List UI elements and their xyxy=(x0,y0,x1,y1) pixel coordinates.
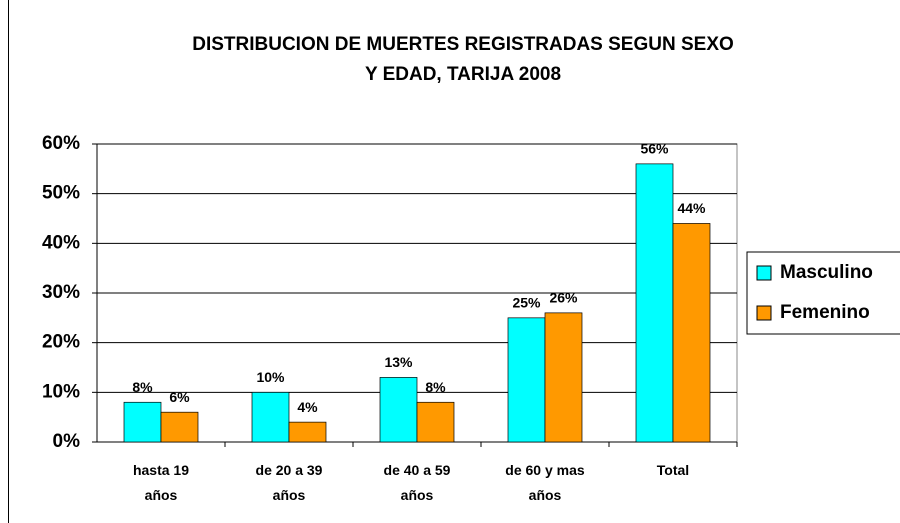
y-tick-label: 50% xyxy=(42,183,80,204)
bar xyxy=(123,401,162,443)
data-label: 10% xyxy=(256,369,285,385)
legend-swatch xyxy=(756,265,772,281)
data-label: 13% xyxy=(384,354,413,370)
y-tick-label: 30% xyxy=(42,282,80,303)
y-tick-label: 40% xyxy=(42,232,80,253)
y-tick-label: 0% xyxy=(53,431,81,452)
x-tick-label: de 40 a 59 años xyxy=(383,462,451,503)
data-label: 56% xyxy=(640,141,669,157)
x-tick-label: de 60 y mas años xyxy=(505,462,585,503)
bar xyxy=(507,317,546,443)
x-tick-label: hasta 19 años xyxy=(132,462,190,503)
data-label: 4% xyxy=(297,399,318,415)
data-label: 44% xyxy=(677,200,706,216)
bar xyxy=(544,312,583,443)
y-tick-label: 20% xyxy=(42,332,80,353)
data-label: 26% xyxy=(549,290,578,306)
x-tick-label: de 20 a 39 años xyxy=(255,462,323,503)
bar xyxy=(416,401,455,443)
data-label: 25% xyxy=(512,295,541,311)
bar xyxy=(379,377,418,443)
legend-swatch xyxy=(756,305,772,321)
bar xyxy=(160,411,199,443)
legend-label: Masculino xyxy=(780,262,873,283)
legend-label: Femenino xyxy=(780,302,870,323)
bar xyxy=(251,391,290,443)
bar xyxy=(288,421,327,443)
x-tick-label: Total xyxy=(656,462,690,478)
y-tick-label: 10% xyxy=(42,381,80,402)
data-label: 8% xyxy=(132,379,153,395)
bar xyxy=(635,163,674,443)
chart-title: DISTRIBUCION DE MUERTES REGISTRADAS SEGU… xyxy=(192,34,734,85)
y-tick-label: 60% xyxy=(42,133,80,154)
bar xyxy=(672,223,711,443)
data-label: 8% xyxy=(425,379,446,395)
legend-box xyxy=(746,251,900,335)
data-label: 6% xyxy=(169,389,190,405)
